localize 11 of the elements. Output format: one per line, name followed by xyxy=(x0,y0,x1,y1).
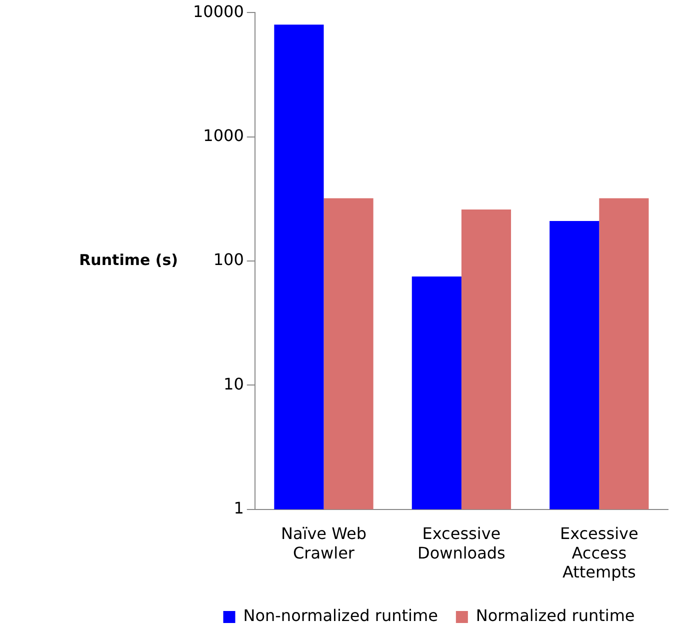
y-tick-label: 1000 xyxy=(203,126,244,145)
x-tick-label: Naïve Web Crawler xyxy=(281,524,366,562)
y-axis-title: Runtime (s) xyxy=(79,250,178,269)
legend-label: Non-normalized runtime xyxy=(243,606,438,626)
y-tick-label: 100 xyxy=(213,250,244,270)
y-tick-label: 1 xyxy=(234,498,244,518)
x-tick-label: Excessive Downloads xyxy=(418,524,506,562)
y-tick-label: 10 xyxy=(224,374,244,394)
legend-label: Normalized runtime xyxy=(476,606,635,626)
y-tick-label: 10000 xyxy=(192,2,244,21)
x-tick-label: Excessive Access Attempts xyxy=(560,524,638,582)
